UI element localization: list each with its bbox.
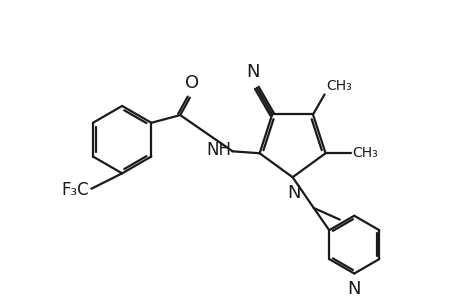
Text: CH₃: CH₃ bbox=[352, 146, 377, 160]
Text: CH₃: CH₃ bbox=[326, 79, 352, 92]
Text: O: O bbox=[185, 74, 198, 92]
Text: F₃C: F₃C bbox=[62, 181, 89, 199]
Text: N: N bbox=[347, 280, 360, 298]
Text: N: N bbox=[286, 184, 300, 202]
Text: N: N bbox=[246, 63, 259, 81]
Text: NH: NH bbox=[206, 141, 231, 159]
